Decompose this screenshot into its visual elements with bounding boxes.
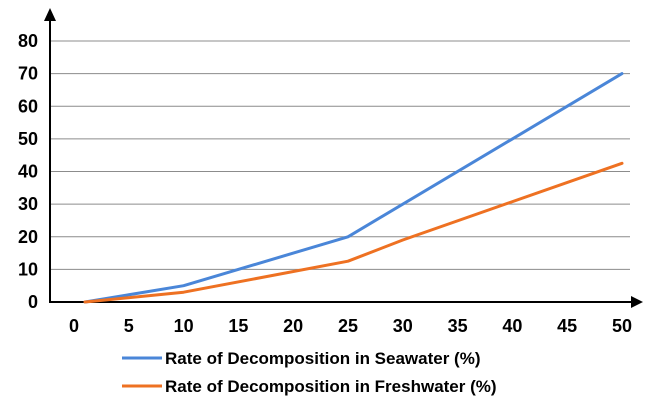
x-tick-label: 20 — [283, 316, 303, 336]
y-tick-label: 20 — [18, 227, 38, 247]
series-lines — [83, 72, 624, 304]
gridlines — [50, 40, 630, 270]
x-tick-label: 40 — [502, 316, 522, 336]
legend: Rate of Decomposition in Seawater (%) Rat… — [122, 349, 497, 396]
y-tick-label: 60 — [18, 96, 38, 116]
x-tick-label: 0 — [69, 316, 79, 336]
y-axis-tick-labels: 0 10 20 30 40 50 60 70 80 — [18, 31, 38, 312]
y-tick-label: 50 — [18, 129, 38, 149]
x-axis-arrow — [631, 296, 643, 308]
y-axis-arrow — [44, 8, 56, 21]
legend-item-freshwater: Rate of Decomposition in Freshwater (%) — [122, 377, 497, 396]
x-tick-label: 50 — [612, 316, 632, 336]
legend-label: Rate of Decomposition in Seawater (%) — [165, 349, 481, 368]
series-line-seawater — [83, 72, 624, 304]
x-tick-label: 35 — [448, 316, 468, 336]
x-tick-label: 45 — [557, 316, 577, 336]
y-tick-label: 80 — [18, 31, 38, 51]
y-tick-label: 40 — [18, 162, 38, 182]
x-tick-label: 25 — [338, 316, 358, 336]
x-tick-label: 30 — [393, 316, 413, 336]
series-line-freshwater — [83, 161, 624, 304]
axes — [44, 8, 643, 308]
x-axis-tick-labels: 0 5 10 15 20 25 30 35 40 45 50 — [69, 316, 632, 336]
x-tick-label: 10 — [174, 316, 194, 336]
legend-label: Rate of Decomposition in Freshwater (%) — [165, 377, 497, 396]
y-tick-label: 30 — [18, 194, 38, 214]
y-tick-label: 70 — [18, 64, 38, 84]
x-tick-label: 5 — [124, 316, 134, 336]
y-tick-label: 0 — [28, 292, 38, 312]
legend-item-seawater: Rate of Decomposition in Seawater (%) — [122, 349, 481, 368]
x-tick-label: 15 — [228, 316, 248, 336]
y-tick-label: 10 — [18, 259, 38, 279]
